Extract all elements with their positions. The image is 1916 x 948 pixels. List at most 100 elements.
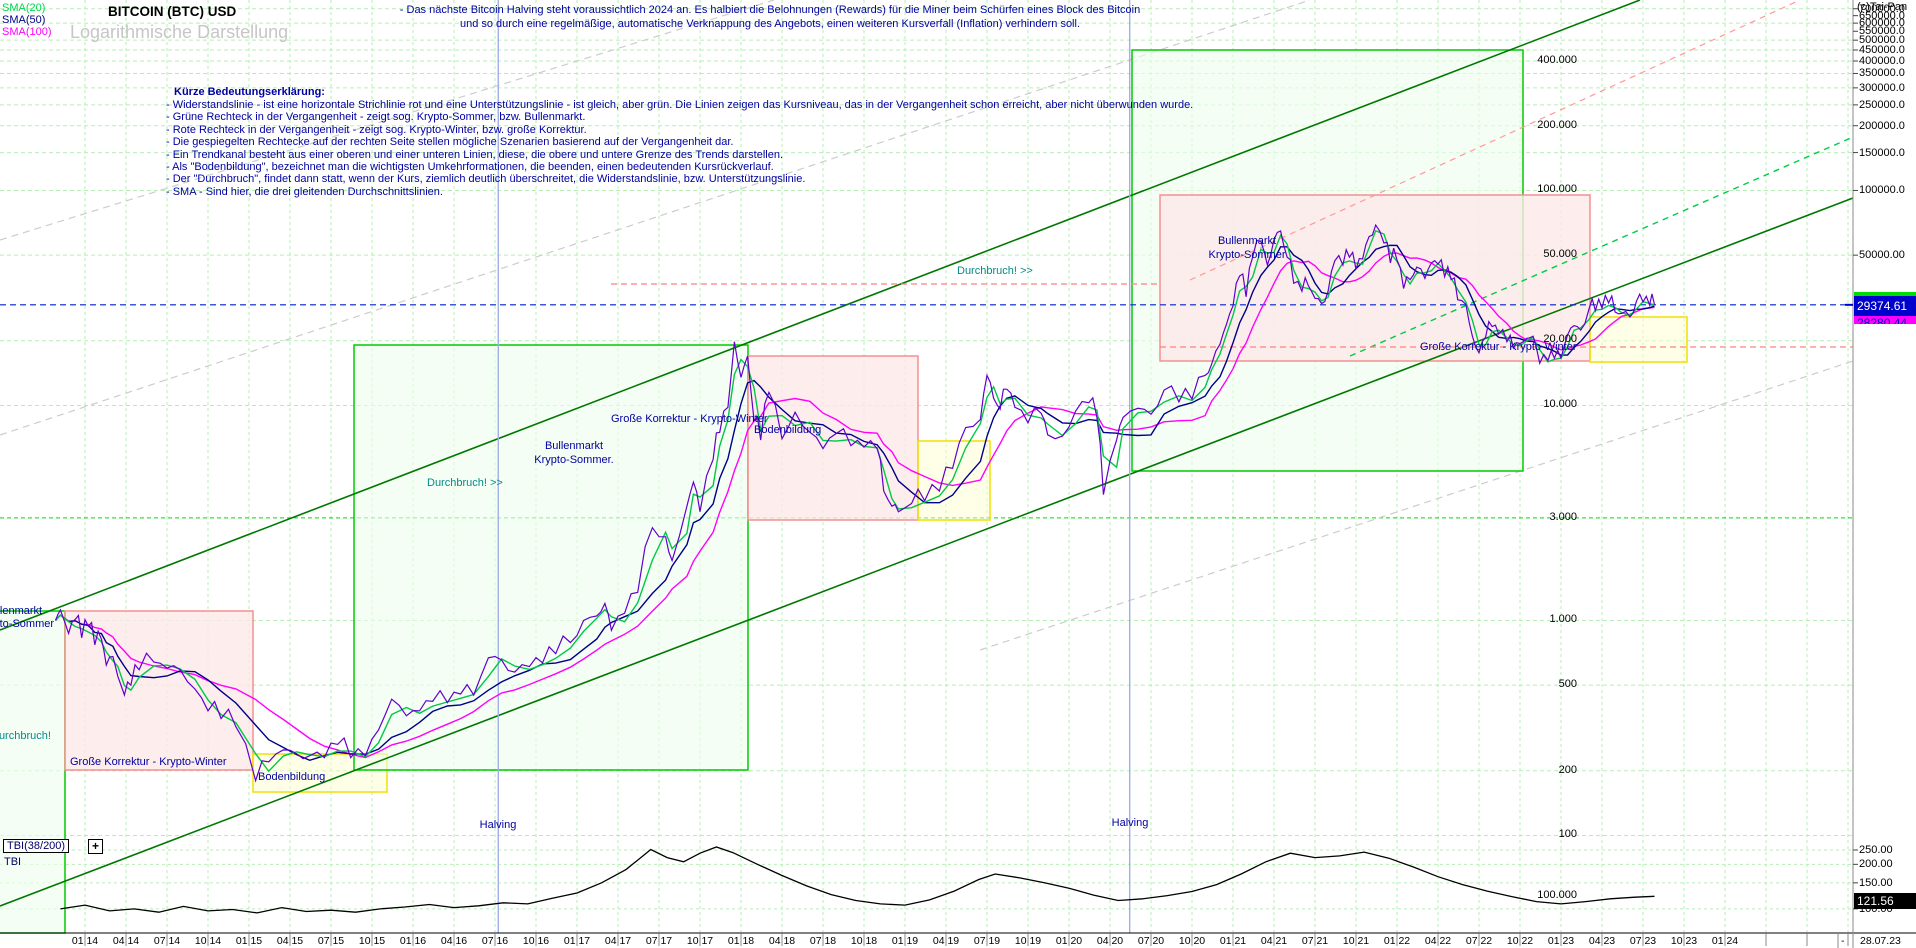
red-region [747, 355, 919, 521]
tbi-indicator-button[interactable]: TBI(38/200) [3, 839, 70, 853]
date-label: 07 14 [153, 935, 181, 947]
date-label: 07 18 [809, 935, 837, 947]
price-tick-right: 700000.0 [1859, 2, 1905, 15]
date-label: 07 16 [481, 935, 509, 947]
annotation-durchbruch-: Durchbruch! >> [957, 265, 1033, 277]
date-label: 01 22 [1383, 935, 1411, 947]
annotation-bodenbildung: Bodenbildung [258, 771, 326, 783]
date-label: 10 19 [1014, 935, 1042, 947]
tbi-line [60, 846, 1655, 914]
sma100-price-strip: 28280.44 [1854, 316, 1916, 324]
yellow-region [1589, 316, 1688, 363]
trend-channel-line [0, 0, 1641, 631]
price-tick-inner: 500 [1558, 678, 1577, 691]
green-region [353, 344, 749, 771]
date-label: 07 19 [973, 935, 1001, 947]
date-label: 01 23 [1547, 935, 1575, 947]
date-label: 07 15 [317, 935, 345, 947]
date-label: 04 22 [1424, 935, 1452, 947]
explanation-line: - Als "Bodenbildung", bezeichnet man die… [166, 161, 774, 173]
annotation-krypto-sommer: Krypto-Sommer [1208, 249, 1286, 261]
annotation-durchbruch-: Durchbruch! [0, 730, 51, 742]
annotation-halving: Halving [1111, 817, 1149, 829]
explanation-line: - Rote Rechteck in der Vergangenheit - z… [166, 123, 587, 136]
date-label: 04 15 [276, 935, 304, 947]
date-label: 01 18 [727, 935, 755, 947]
annotation-bullenmarkt: Bullenmarkt [1217, 235, 1277, 247]
price-tick-right: 500000.0 [1859, 34, 1905, 47]
price-tick-right: 100000.0 [1859, 184, 1905, 197]
date-label: 01 17 [563, 935, 591, 947]
date-label: 10 18 [850, 935, 878, 947]
price-tick-inner: 200.000 [1537, 118, 1577, 131]
gray-cycle-line [979, 360, 1854, 651]
date-label: 04 14 [112, 935, 140, 947]
date-label: 10 22 [1506, 935, 1534, 947]
annotation-bodenbildung: Bodenbildung [754, 424, 822, 436]
date-label: 10 15 [358, 935, 386, 947]
gray-cycle-line [0, 0, 775, 241]
last-price-tag: 29374.61 [1854, 296, 1916, 316]
tbi-tick-right: 200.00 [1859, 858, 1893, 871]
tbi-current-value-tag: 121.56 [1854, 893, 1916, 909]
date-label: 10 16 [522, 935, 550, 947]
date-label: 01 14 [71, 935, 99, 947]
date-label: 10 14 [194, 935, 222, 947]
sma20-line [54, 229, 1655, 773]
price-tick-right: 300000.0 [1859, 81, 1905, 94]
price-tick-right: 200000.0 [1859, 119, 1905, 132]
price-tick-right: 650000.0 [1859, 9, 1905, 22]
resistance-projection-line [1189, 0, 1801, 281]
price-tick-right: 150000.0 [1859, 146, 1905, 159]
explanation-line: - Widerstandslinie - ist eine horizontal… [166, 99, 1194, 111]
date-label: 04 21 [1260, 935, 1288, 947]
price-tick-right: 550000.0 [1859, 25, 1905, 38]
explanation-line: - Der "Durchbruch", findet dann statt, w… [166, 173, 806, 186]
halving-note-line2: und so durch eine regelmäßige, automatis… [459, 18, 1081, 30]
annotation-gro-e-korrektur-krypto-winter: Große Korrektur - Krypto-Winter [1420, 341, 1577, 353]
legend-item-SMA(20): SMA(20) [2, 2, 46, 14]
green-region [0, 610, 66, 934]
price-tick-right: 350000.0 [1859, 67, 1905, 80]
date-label: 04 19 [932, 935, 960, 947]
date-axis-dash: - [1841, 935, 1845, 947]
date-label: 01 20 [1055, 935, 1083, 947]
annotation-gro-e-korrektur-krypto-winter: Große Korrektur - Krypto-Winter [70, 756, 227, 768]
explanation-line: - Ein Trendkanal besteht aus einer obere… [166, 148, 784, 161]
price-tick-right: 250000.0 [1859, 98, 1905, 111]
annotation-krypto-sommer: Krypto-Sommer [0, 618, 55, 630]
legend-item-SMA(50): SMA(50) [2, 14, 46, 26]
date-label: 01 15 [235, 935, 263, 947]
price-tick-inner: 1.000 [1549, 613, 1577, 626]
annotation-bullenmarkt: Bullenmarkt [0, 605, 43, 617]
date-label: 07 20 [1137, 935, 1165, 947]
trend-channel-line [0, 197, 1854, 907]
support-projection-line [1349, 136, 1854, 357]
date-label: 07 23 [1629, 935, 1657, 947]
explanation-line: - SMA - Sind hier, die drei gleitenden D… [166, 185, 443, 198]
price-watermark: 100.000 [1537, 889, 1577, 901]
scale-subtitle: Logarithmische Darstellung [70, 22, 289, 42]
price-tick-inner: 10.000 [1543, 398, 1577, 411]
chart-title: BITCOIN (BTC) USD [108, 4, 237, 19]
gray-cycle-line [0, 0, 1311, 436]
price-tick-right: 50000.00 [1859, 249, 1905, 262]
date-label: 10 20 [1178, 935, 1206, 947]
date-label: 10 17 [686, 935, 714, 947]
expand-plus-icon[interactable]: + [88, 839, 103, 854]
date-label: 04 20 [1096, 935, 1124, 947]
price-tick-inner: 400.000 [1537, 54, 1577, 66]
price-tick-inner: 50.000 [1543, 248, 1577, 261]
sma20-price-strip [1854, 292, 1916, 296]
annotation-gro-e-korrektur-krypto-winter: Große Korrektur - Krypto-Winter [611, 413, 768, 425]
annotation-durchbruch-: Durchbruch! >> [427, 477, 503, 489]
price-tick-inner: 100.000 [1537, 183, 1577, 196]
explanation-title: Kürze Bedeutungserklärung: [174, 86, 325, 98]
copyright-label: (c)Tai-Pan [1857, 1, 1908, 13]
red-region [64, 610, 254, 771]
date-label: 01 24 [1711, 935, 1739, 947]
explanation-line: - Die gespiegelten Rechtecke auf der rec… [166, 136, 734, 149]
price-tick-right: 600000.0 [1859, 17, 1905, 30]
